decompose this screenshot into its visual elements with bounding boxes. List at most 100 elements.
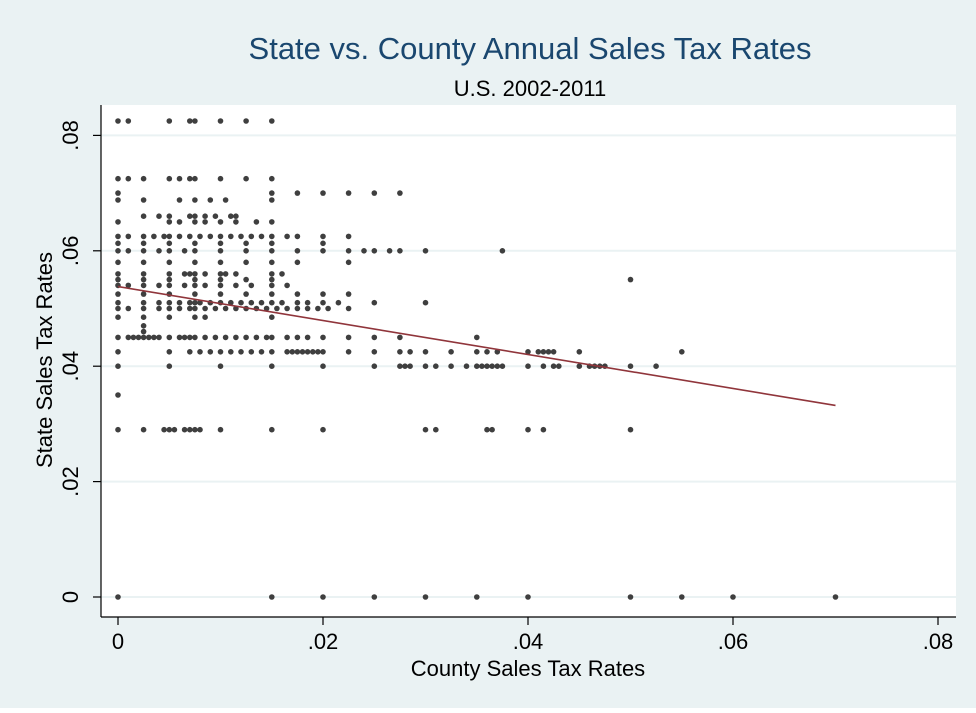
x-tick-label: .02: [308, 629, 339, 654]
data-point: [310, 349, 316, 355]
data-point: [269, 118, 275, 124]
data-point: [228, 349, 234, 355]
data-point: [192, 314, 198, 321]
data-point: [187, 299, 193, 306]
data-point: [125, 305, 132, 312]
data-point: [115, 291, 121, 297]
data-point: [550, 363, 557, 370]
data-point: [253, 219, 260, 225]
data-point: [171, 426, 178, 433]
x-tick-label: .08: [923, 629, 954, 654]
data-point: [304, 305, 311, 312]
data-point: [253, 334, 260, 341]
data-point: [140, 240, 147, 247]
data-point: [484, 349, 490, 355]
data-point: [238, 349, 244, 355]
data-point: [448, 363, 454, 370]
data-point: [258, 349, 265, 355]
data-point: [345, 248, 352, 254]
data-point: [181, 271, 188, 277]
data-point: [279, 299, 285, 306]
data-point: [433, 426, 439, 433]
data-point: [187, 334, 193, 341]
data-point: [284, 233, 290, 240]
data-point: [176, 219, 183, 225]
data-point: [371, 363, 378, 370]
data-point: [115, 363, 121, 370]
data-point: [320, 334, 326, 341]
data-point: [320, 291, 326, 297]
data-point: [202, 271, 208, 277]
data-point: [627, 363, 634, 370]
data-point: [202, 213, 208, 219]
data-point: [140, 197, 147, 203]
data-point: [115, 219, 121, 225]
data-point: [166, 314, 173, 321]
data-point: [484, 363, 490, 370]
data-point: [335, 299, 342, 306]
data-point: [115, 594, 121, 600]
data-point: [181, 282, 188, 289]
data-point: [151, 334, 157, 341]
data-point: [192, 197, 198, 203]
data-point: [284, 334, 290, 341]
data-point: [217, 282, 224, 289]
data-point: [192, 299, 198, 306]
data-point: [315, 349, 321, 355]
data-point: [371, 190, 378, 196]
data-point: [284, 305, 290, 312]
data-point: [269, 314, 275, 321]
data-point: [832, 594, 839, 600]
data-point: [115, 233, 121, 240]
data-point: [140, 175, 147, 182]
data-point: [269, 248, 275, 254]
data-point: [181, 426, 188, 433]
data-point: [192, 305, 198, 312]
data-point: [294, 349, 301, 355]
data-point: [397, 190, 403, 196]
data-point: [166, 426, 173, 433]
data-point: [243, 259, 249, 266]
data-point: [197, 233, 203, 240]
data-point: [140, 291, 147, 297]
data-point: [140, 276, 147, 283]
data-point: [474, 363, 480, 370]
data-point: [422, 248, 429, 254]
data-point: [489, 363, 495, 370]
data-point: [192, 175, 198, 182]
data-point: [269, 175, 275, 182]
data-point: [540, 363, 547, 370]
data-point: [197, 299, 203, 306]
data-point: [115, 276, 121, 283]
data-point: [371, 248, 378, 254]
data-point: [166, 363, 173, 370]
data-point: [187, 233, 193, 240]
data-point: [156, 248, 162, 254]
data-point: [248, 349, 255, 355]
data-point: [166, 349, 173, 355]
data-point: [222, 197, 229, 203]
data-point: [320, 190, 326, 196]
data-point: [433, 363, 439, 370]
data-point: [269, 271, 275, 277]
data-points: [115, 118, 839, 600]
data-point: [115, 197, 121, 203]
data-point: [422, 349, 429, 355]
chart-subtitle: U.S. 2002-2011: [454, 76, 606, 101]
data-point: [233, 334, 239, 341]
data-point: [243, 240, 249, 247]
data-point: [192, 240, 198, 247]
data-point: [238, 233, 244, 240]
data-point: [243, 334, 249, 341]
data-point: [166, 175, 173, 182]
data-point: [166, 282, 173, 289]
data-point: [294, 248, 301, 254]
data-point: [474, 594, 480, 600]
data-point: [187, 426, 193, 433]
data-point: [320, 248, 326, 254]
data-point: [422, 594, 429, 600]
data-point: [269, 219, 275, 225]
data-point: [463, 363, 470, 370]
data-point: [140, 426, 147, 433]
data-point: [525, 363, 531, 370]
